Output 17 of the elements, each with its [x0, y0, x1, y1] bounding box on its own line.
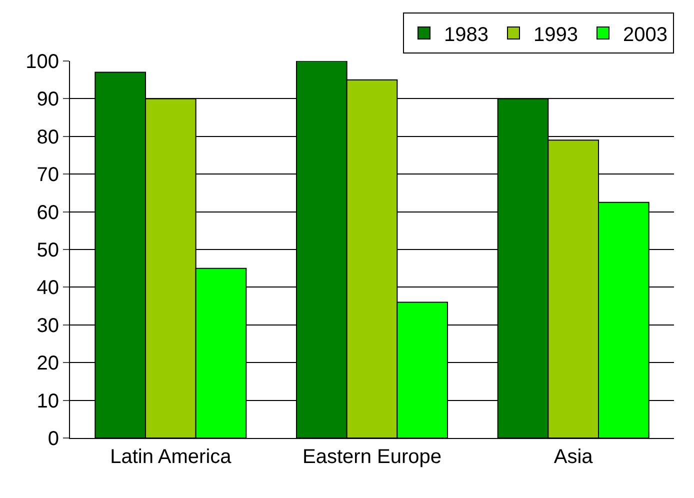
y-tick-label: 30: [36, 314, 59, 337]
legend-label: 2003: [623, 24, 668, 46]
y-tick-label: 100: [26, 51, 59, 73]
y-tick-label: 20: [36, 352, 59, 375]
y-tick-label: 80: [36, 126, 59, 148]
y-tick-label: 50: [36, 240, 59, 262]
y-tick-label: 90: [36, 88, 59, 111]
y-tick-label: 60: [36, 202, 59, 224]
y-tick-label: 10: [36, 390, 59, 412]
x-tick-label: Asia: [554, 446, 594, 468]
legend-label: 1993: [534, 24, 578, 46]
legend-label: 1983: [444, 24, 488, 46]
x-tick-label: Latin America: [110, 446, 232, 468]
y-tick-label: 0: [48, 428, 59, 450]
x-tick-label: Eastern Europe: [302, 446, 442, 468]
y-tick-label: 70: [36, 164, 59, 186]
y-tick-label: 40: [36, 277, 59, 300]
